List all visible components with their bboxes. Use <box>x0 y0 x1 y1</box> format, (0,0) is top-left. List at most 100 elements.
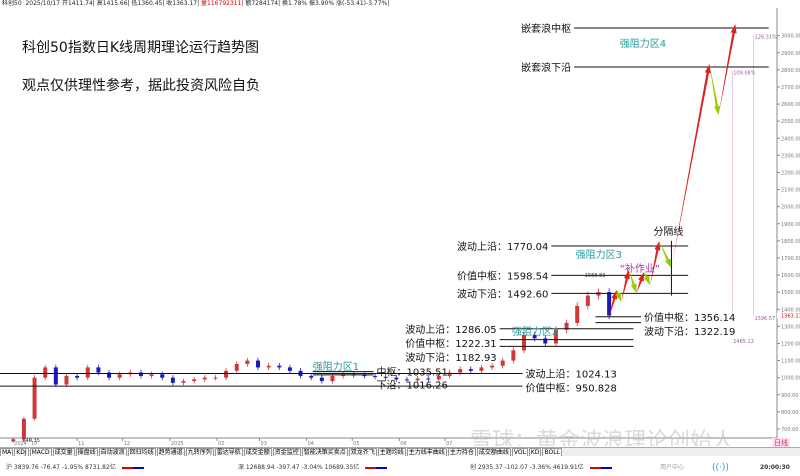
quote-change: 涨(-53.41)-3.77%| <box>336 0 390 7</box>
level-label: 中枢：1035.51 <box>377 366 448 379</box>
x-tick-label: 12 <box>124 441 130 446</box>
user-center-link[interactable]: 用户中心 <box>660 464 685 471</box>
candle-body <box>170 377 175 383</box>
market-ticker: 沪 3839.76 -76.47 -1.95% 8731.82亿 深 12688… <box>0 460 800 476</box>
candle-body <box>319 377 324 382</box>
kline-chart[interactable]: 700.00 800.00 900.00 1000.00 1100.00 1200.00 1… <box>0 8 800 446</box>
x-tick-label: 02 <box>218 441 224 446</box>
level-label: 价值中枢：1222.31 <box>405 337 496 350</box>
y-tick-label: 1800.00 <box>781 239 800 245</box>
x-tick-label: 05 <box>353 441 359 446</box>
candle-body <box>287 367 292 371</box>
candle-body <box>149 374 154 376</box>
y-tick-label: 1400.00 <box>781 307 800 313</box>
zone-label: 强阻力区4 <box>620 37 666 50</box>
projection-up-arrow <box>621 269 630 302</box>
note-label: “补作业” <box>620 262 660 275</box>
indicator-tab[interactable]: KDJ <box>14 448 29 456</box>
y-tick-label: 1600.00 <box>781 273 800 279</box>
level-label: 波动下沿：1182.93 <box>405 351 496 364</box>
indicator-tab[interactable]: BOLL <box>542 448 562 456</box>
indicator-tab[interactable]: 回归均线 <box>127 448 156 456</box>
candle-body <box>213 377 218 379</box>
projection-down-arrow <box>709 64 720 116</box>
candle-body <box>468 369 473 371</box>
candle-body <box>543 338 548 344</box>
indicator-tab[interactable]: 趋势通道 <box>156 448 185 456</box>
indicator-tab[interactable]: 主力持仓 <box>447 448 476 456</box>
ticker-sz: 深 12688.94 -397.47 -3.04% 10689.35亿 <box>238 460 388 476</box>
ticker-bar <box>589 466 612 469</box>
candle-body <box>224 370 229 378</box>
clock: 20:00:30 <box>760 464 790 471</box>
indicator-tab[interactable]: 九转序列 <box>185 448 214 456</box>
chart-subtitle: 观点仅供理性参考，据此投资风险自负 <box>22 77 260 94</box>
candle-body <box>11 439 16 442</box>
indicator-tab[interactable]: 双龙齐飞 <box>348 448 377 456</box>
indicator-tab[interactable]: 智能决策买卖点 <box>301 448 348 456</box>
candle-body <box>181 381 186 383</box>
indicator-tab[interactable]: VOL <box>511 448 528 456</box>
level-label: 下沿：1016.26 <box>377 380 448 392</box>
x-tick-label: 04 <box>308 441 314 446</box>
projection-down-arrow <box>659 241 672 269</box>
ticker-cy: 创 2935.37 -102.07 -3.36% 4619.91亿 <box>470 460 612 476</box>
y-tick-label: 1300.00 <box>781 324 800 330</box>
period-button[interactable]: 日线 <box>772 438 790 448</box>
x-tick-label: 2024 <box>14 441 27 446</box>
x-tick-label: 03 <box>261 441 267 446</box>
quote-amount: 额7284174| <box>245 0 281 7</box>
candle-body <box>522 334 526 351</box>
projection-up-arrow <box>650 241 661 285</box>
quote-volume: 量116792311| <box>201 0 244 7</box>
quote-turnover: 换1.78% <box>282 0 308 7</box>
indicator-tab[interactable]: 成交量 <box>52 448 75 456</box>
indicator-tab[interactable]: 成交金额 <box>243 448 272 456</box>
projection-down-arrow <box>615 289 622 302</box>
x-tick-label: 11 <box>78 441 84 446</box>
candle-body <box>43 367 48 378</box>
last-price-label: 1363.17 <box>781 314 800 320</box>
level-label: 波动上沿：1024.13 <box>525 368 616 381</box>
y-tick-label: 800.00 <box>781 410 799 416</box>
indicator-tab[interactable]: 操盘线 <box>75 448 98 456</box>
indicator-tab[interactable]: 雷达导航 <box>214 448 243 456</box>
level-label: 波动下沿：1492.60 <box>457 287 548 300</box>
peak-price-label: 1588.83 <box>585 273 606 279</box>
projection-up-arrow <box>636 271 645 294</box>
level-label: 嵌套浪下沿 <box>521 61 571 74</box>
level-label: 波动上沿：1286.05 <box>405 323 496 336</box>
signal-icon: ((·)) <box>712 463 729 473</box>
projection-up-arrow <box>718 24 737 116</box>
candle-body <box>277 365 282 368</box>
candle-body <box>75 375 80 378</box>
y-tick-label: 2800.00 <box>781 68 800 74</box>
indicator-tab[interactable]: MACD <box>29 448 52 456</box>
indicator-tab[interactable]: KD <box>528 448 542 456</box>
candle-body <box>404 379 409 381</box>
indicator-tab[interactable]: MA <box>0 448 14 456</box>
indicator-tab[interactable]: 自动波浪 <box>98 448 127 456</box>
zone-label: 强阻力区2 <box>512 325 558 338</box>
divider-label: 分隔线 <box>653 225 683 238</box>
candle-body <box>53 367 58 385</box>
zone-label: 强阻力区1 <box>313 360 359 373</box>
watermark: 雪球：黄金波浪理论创始人 <box>470 429 734 446</box>
indicator-tab[interactable]: 主力线丰曲线 <box>406 448 447 456</box>
candle-body <box>490 365 495 368</box>
candle-body <box>234 363 239 371</box>
y-tick-label: 1500.00 <box>781 290 800 296</box>
level-label: 嵌套浪中枢 <box>521 22 571 35</box>
indicator-tab[interactable]: 资金监控 <box>272 448 301 456</box>
y-tick-label: 3000.00 <box>781 34 800 40</box>
indicator-tab[interactable]: 成交额曲线 <box>476 448 511 456</box>
candle-body <box>511 350 516 361</box>
indicator-tab[interactable]: 主题均线 <box>377 448 406 456</box>
percent-label: 109.08% <box>733 71 755 77</box>
candle-body <box>160 374 165 378</box>
candle-body <box>138 372 143 376</box>
candle-body <box>447 372 452 376</box>
candle-body <box>436 375 441 380</box>
chart-title: 科创50指数日K线周期理论运行趋势图 <box>22 40 259 56</box>
candle-body <box>362 375 367 377</box>
